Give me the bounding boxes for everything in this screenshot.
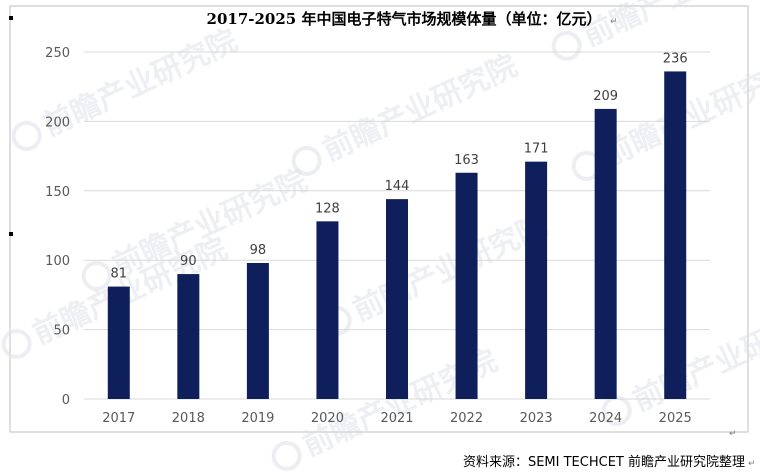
bar: [594, 108, 617, 400]
watermark-logo-icon: [1, 328, 32, 359]
data-label: 236: [663, 51, 688, 66]
data-label: 90: [180, 254, 197, 269]
bar: [177, 274, 200, 399]
y-tick-label: 100: [45, 254, 70, 269]
chart-title: 2017-2025 年中国电子特气市场规模体量（单位：亿元）: [207, 10, 602, 28]
data-label: 98: [250, 243, 267, 258]
watermark-text: 前瞻产业研究院: [318, 48, 523, 168]
x-tick-label: 2023: [520, 411, 553, 426]
data-label: 144: [385, 179, 410, 194]
watermark: 前瞻产业研究院: [291, 48, 523, 176]
watermark: 前瞻产业研究院: [321, 208, 553, 336]
x-tick-label: 2024: [589, 411, 622, 426]
chart-return-mark: ↵: [729, 429, 737, 439]
x-tick-label: 2018: [172, 411, 205, 426]
watermark-text: 前瞻产业研究院: [628, 298, 760, 418]
watermark-logo-icon: [81, 260, 112, 291]
y-tick-label: 50: [53, 324, 70, 339]
x-axis-ticks: 2017 2018 2019 2020 2021 2022 2023 2024 2025: [102, 411, 692, 426]
watermark: 前瞻产业研究院: [11, 23, 243, 151]
watermark-logo-icon: [271, 440, 302, 471]
x-tick-label: 2019: [241, 411, 274, 426]
bar: [664, 71, 687, 399]
x-tick-label: 2017: [102, 411, 135, 426]
y-axis-ticks: 0 50 100 150 200 250: [45, 46, 70, 408]
x-tick-label: 2021: [380, 411, 413, 426]
data-labels: 81 90 98 128 144 163 171 209 236: [111, 51, 688, 281]
source-return-mark: ↵: [748, 459, 756, 469]
source-note: 资料来源：SEMI TECHCET 前瞻产业研究院整理: [463, 454, 745, 470]
x-tick-label: 2025: [659, 411, 692, 426]
data-label: 163: [454, 153, 479, 168]
data-label: 171: [524, 142, 549, 157]
watermark-logo-icon: [551, 30, 582, 61]
data-label: 81: [111, 267, 128, 282]
data-label: 128: [315, 201, 340, 216]
x-tick-label: 2022: [450, 411, 483, 426]
bar: [386, 199, 408, 399]
bullet-mark-1: [9, 16, 13, 20]
title-return-mark: ↵: [610, 17, 618, 27]
bar: [316, 221, 339, 399]
y-tick-label: 0: [62, 393, 70, 408]
bar: [455, 172, 478, 399]
x-tick-label: 2020: [311, 411, 344, 426]
watermark-text: 前瞻产业研究院: [348, 208, 553, 328]
bar: [246, 262, 269, 399]
watermark-text: 前瞻产业研究院: [578, 0, 760, 54]
bullet-mark-2: [9, 232, 13, 236]
data-label: 209: [593, 89, 618, 104]
bar: [107, 286, 130, 399]
y-tick-label: 250: [45, 46, 70, 61]
watermark-logo-icon: [11, 120, 42, 151]
chart-frame: [9, 5, 749, 433]
y-tick-label: 200: [45, 115, 70, 130]
bar: [525, 161, 548, 399]
watermark-logo-icon: [291, 145, 322, 176]
y-tick-label: 150: [45, 185, 70, 200]
bar-series: [107, 71, 687, 400]
